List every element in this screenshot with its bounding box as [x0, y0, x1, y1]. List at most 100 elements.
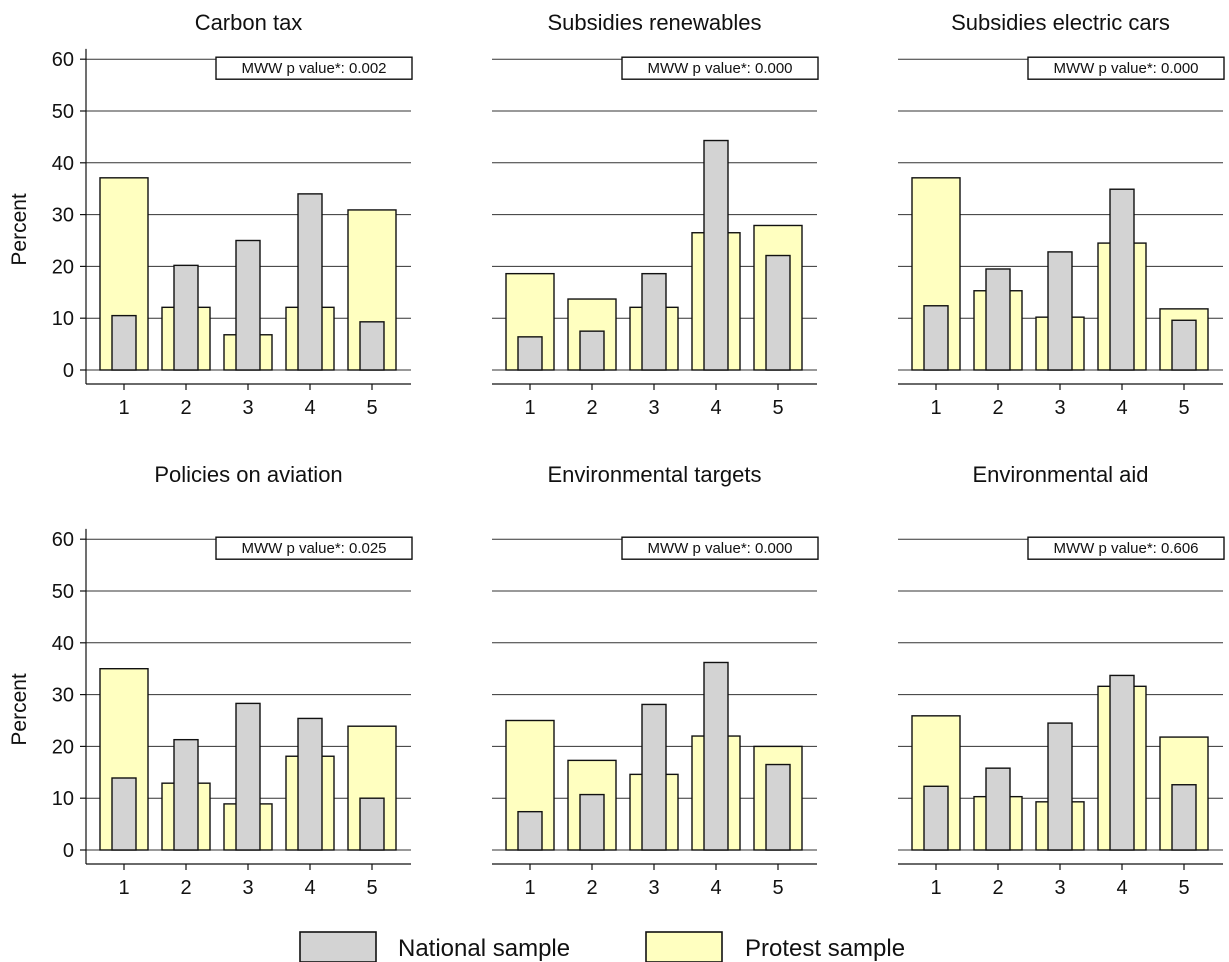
y-tick-label: 40	[52, 633, 74, 655]
panel-title: Policies on aviation	[154, 462, 342, 487]
bar-national	[703, 661, 729, 851]
x-tick-label: 4	[710, 877, 721, 899]
x-tick-label: 1	[118, 397, 129, 419]
annotation-text: MWW p value*: 0.000	[647, 60, 792, 77]
panel-title: Subsidies renewables	[547, 10, 761, 35]
bar-national	[641, 703, 667, 851]
y-tick-label: 40	[52, 153, 74, 175]
x-tick-label: 4	[1116, 877, 1127, 899]
panel-title: Subsidies electric cars	[951, 10, 1170, 35]
x-tick-label: 5	[1178, 877, 1189, 899]
bar-national	[579, 793, 605, 851]
panel-title: Environmental targets	[548, 462, 762, 487]
bar-national	[235, 702, 261, 851]
bar-national	[1047, 251, 1073, 371]
bar-national	[297, 193, 323, 371]
bar-national	[1109, 674, 1135, 851]
bar-national	[517, 810, 543, 851]
bar-national	[1171, 784, 1197, 851]
bar-national	[985, 767, 1011, 851]
bar-national	[111, 314, 137, 371]
bar-national	[517, 336, 543, 371]
bar-national	[703, 139, 729, 371]
x-tick-label: 2	[586, 877, 597, 899]
panel-3: Subsidies electric cars 1 2 3 4 5 MWW p value*…	[898, 10, 1225, 419]
legend-swatch-protest	[645, 931, 723, 962]
x-tick-label: 4	[304, 877, 315, 899]
bar-national	[1047, 722, 1073, 851]
x-tick-label: 4	[1116, 397, 1127, 419]
panel-1: Carbon tax 0 10 20 30 40 50 60 Percent 1 2 3 4 5 MWW p…	[8, 10, 413, 419]
bar-national	[1109, 188, 1135, 371]
legend-label-protest: Protest sample	[745, 935, 905, 962]
y-tick-label: 50	[52, 581, 74, 603]
y-tick-label: 0	[63, 360, 74, 382]
x-tick-label: 5	[772, 877, 783, 899]
annotation-box	[215, 56, 413, 80]
bar-national	[765, 763, 791, 851]
x-tick-label: 5	[366, 877, 377, 899]
bar-national	[235, 239, 261, 371]
y-tick-label: 10	[52, 308, 74, 330]
annotation-text: MWW p value*: 0.606	[1053, 540, 1198, 557]
panel-5: Environmental targets 1 2 3 4 5 MWW p value*: …	[492, 462, 819, 899]
legend-label-national: National sample	[398, 935, 570, 962]
annotation-text: MWW p value*: 0.025	[241, 540, 386, 557]
y-axis-label: Percent	[8, 673, 31, 746]
x-tick-label: 3	[1054, 877, 1065, 899]
annotation-text: MWW p value*: 0.000	[647, 540, 792, 557]
x-tick-label: 3	[648, 397, 659, 419]
x-tick-label: 5	[1178, 397, 1189, 419]
x-tick-label: 1	[930, 397, 941, 419]
x-tick-label: 1	[524, 877, 535, 899]
x-tick-label: 2	[586, 397, 597, 419]
bar-national	[765, 254, 791, 371]
bar-national	[1171, 319, 1197, 371]
panel-4: Policies on aviation 0 10 20 30 40 50 60 Percent…	[8, 462, 413, 899]
x-tick-label: 3	[648, 877, 659, 899]
annotation-text: MWW p value*: 0.000	[1053, 60, 1198, 77]
bar-protest	[99, 668, 149, 851]
y-tick-label: 20	[52, 256, 74, 278]
panel-2: Subsidies renewables 1 2 3 4 5 MWW p value*: 0…	[492, 10, 819, 419]
annotation-text: MWW p value*: 0.002	[241, 60, 386, 77]
x-tick-label: 3	[242, 397, 253, 419]
bar-national	[359, 321, 385, 371]
x-tick-label: 2	[180, 877, 191, 899]
bar-national	[985, 268, 1011, 371]
x-tick-label: 5	[772, 397, 783, 419]
bar-national	[111, 777, 137, 851]
panel-title: Carbon tax	[195, 10, 303, 35]
bar-national	[923, 785, 949, 851]
panel-title: Environmental aid	[972, 462, 1148, 487]
x-tick-label: 4	[710, 397, 721, 419]
annotation-box	[621, 536, 819, 560]
x-tick-label: 3	[1054, 397, 1065, 419]
y-tick-label: 30	[52, 685, 74, 707]
bar-national	[173, 738, 199, 851]
annotation-box	[215, 536, 413, 560]
legend: National sample Protest sample	[299, 931, 905, 962]
x-tick-label: 4	[304, 397, 315, 419]
x-tick-label: 1	[118, 877, 129, 899]
annotation-box	[1027, 56, 1225, 80]
bar-national	[173, 264, 199, 371]
x-tick-label: 2	[180, 397, 191, 419]
bar-national	[923, 305, 949, 371]
bar-national	[641, 272, 667, 371]
x-tick-label: 1	[930, 877, 941, 899]
bar-national	[579, 330, 605, 371]
x-tick-label: 2	[992, 397, 1003, 419]
x-tick-label: 3	[242, 877, 253, 899]
y-tick-label: 0	[63, 840, 74, 862]
y-tick-label: 60	[52, 529, 74, 551]
y-tick-label: 60	[52, 49, 74, 71]
x-tick-label: 2	[992, 877, 1003, 899]
y-tick-label: 20	[52, 736, 74, 758]
annotation-box	[621, 56, 819, 80]
legend-swatch-national	[299, 931, 377, 962]
y-tick-label: 50	[52, 101, 74, 123]
y-tick-label: 10	[52, 788, 74, 810]
x-tick-label: 1	[524, 397, 535, 419]
